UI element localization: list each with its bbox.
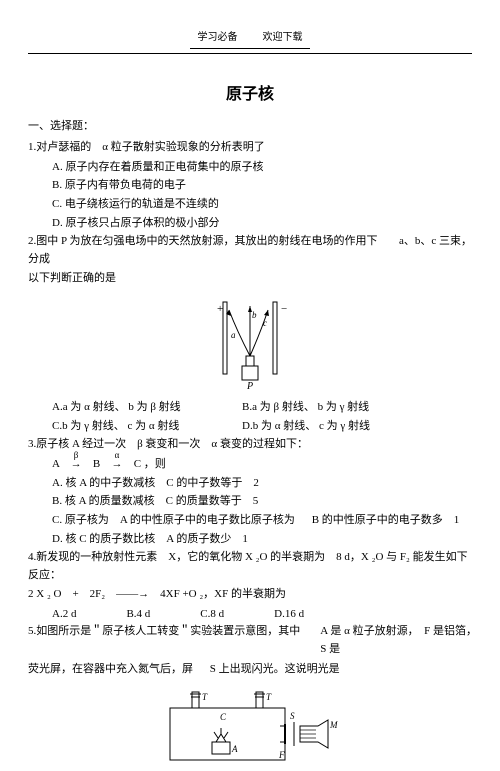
t1-label: T — [202, 692, 208, 702]
header-full-rule — [28, 53, 472, 54]
q1-opt-c: C. 电子绕核运行的轨道是不连续的 — [28, 196, 472, 214]
q3-opt-b: B. 核 A 的质量数减核 C 的质量数等于 5 — [28, 493, 472, 511]
q4-opt-d: D.16 d — [274, 606, 304, 624]
q2-opt-b: B.a 为 β 射线、 b 为 γ 射线 — [242, 399, 369, 417]
b-label: b — [252, 310, 257, 320]
q2-figure: + − P a b c — [28, 296, 472, 391]
q5-figure: T T C A F S M — [28, 686, 472, 771]
header-left: 学习必备 — [198, 32, 238, 43]
seq-tail: ，则 — [144, 458, 166, 470]
q3-stem: 3.原子核 A 经过一次 β 衰变和一次 α 衰变的过程如下： — [28, 436, 472, 454]
section-heading: 一、选择题： — [28, 118, 472, 136]
q3-sequence: A β → B α → C ，则 — [28, 456, 472, 474]
q2-row-cd: C.b 为 γ 射线、 c 为 α 射线 D.b 为 α 射线、 c 为 γ 射… — [28, 418, 472, 436]
q4-stem: 4.新发现的一种放射性元素 X，它的氧化物 X ₂O 的半衰期为 8 d，X ₂… — [28, 549, 472, 584]
s-label: S — [290, 711, 295, 721]
q2-opt-a: A.a 为 α 射线、 b 为 β 射线 — [52, 399, 242, 417]
header-short-rule — [190, 48, 310, 49]
a-label: a — [231, 330, 236, 340]
q1-stem: 1.对卢瑟福的 α 粒子散射实验现象的分析表明了 — [28, 139, 472, 157]
seq-alpha: α → — [103, 456, 131, 474]
header-right: 欢迎下载 — [263, 32, 303, 43]
q1-opt-a: A. 原子内存在着质量和正电荷集中的原子核 — [28, 159, 472, 177]
seq-c: C — [134, 458, 141, 470]
q4-opt-b: B.4 d — [126, 606, 150, 624]
q4-eq: 2 X ₂ O + 2F₂ ——→ 4XF +O ₂，XF 的半衰期为 — [28, 586, 472, 604]
seq-beta: β → — [62, 456, 90, 474]
page-title: 原子核 — [28, 82, 472, 108]
seq-b: B — [93, 458, 100, 470]
header-sep — [240, 32, 260, 43]
q4-options: A.2 d B.4 d C.8 d D.16 d — [28, 606, 472, 624]
q2-opt-d: D.b 为 α 射线、 c 为 γ 射线 — [242, 418, 370, 436]
page-header: 学习必备 欢迎下载 — [28, 30, 472, 46]
q3-opt-a: A. 核 A 的中子数减核 C 的中子数等于 2 — [28, 475, 472, 493]
q2-opt-c: C.b 为 γ 射线、 c 为 α 射线 — [52, 418, 242, 436]
minus-label: − — [281, 303, 287, 315]
q2-diagram-svg: + − P a b c — [195, 296, 305, 391]
q4-opt-c: C.8 d — [200, 606, 224, 624]
c-label: C — [220, 712, 227, 722]
q5-diagram-svg: T T C A F S M — [160, 686, 340, 771]
q5-line2: 荧光屏，在容器中充入氮气后，屏 S 上出现闪光。这说明光是 — [28, 661, 472, 679]
q1-opt-d: D. 原子核只占原子体积的极小部分 — [28, 215, 472, 233]
plus-label: + — [217, 303, 223, 315]
q2-stem-b: a、b、c 三束， — [399, 233, 472, 268]
q2-line1: 2.图中 P 为放在匀强电场中的天然放射源，其放出的射线在电场的作用下分成 a、… — [28, 233, 472, 268]
q3-opt-c: C. 原子核为 A 的中性原子中的电子数比原子核为 B 的中性原子中的电子数多 … — [28, 512, 472, 530]
p-label: P — [246, 381, 253, 391]
q2-row-ab: A.a 为 α 射线、 b 为 β 射线 B.a 为 β 射线、 b 为 γ 射… — [28, 399, 472, 417]
q2-stem-a: 2.图中 P 为放在匀强电场中的天然放射源，其放出的射线在电场的作用下分成 — [28, 233, 379, 268]
q3-opt-d: D. 核 C 的质子数比核 A 的质子数少 1 — [28, 531, 472, 549]
m-label: M — [329, 720, 338, 730]
q5-line1: 5.如图所示是＂原子核人工转变＂实验装置示意图，其中 A 是 α 粒子放射源， … — [28, 623, 472, 658]
t2-label: T — [266, 692, 272, 702]
f-label: F — [278, 750, 285, 760]
c-label: c — [263, 318, 267, 328]
seq-a: A — [52, 458, 59, 470]
q2-line2: 以下判断正确的是 — [28, 270, 472, 288]
q1-opt-b: B. 原子内有带负电荷的电子 — [28, 177, 472, 195]
a-label: A — [231, 744, 238, 754]
q4-opt-a: A.2 d — [52, 606, 76, 624]
